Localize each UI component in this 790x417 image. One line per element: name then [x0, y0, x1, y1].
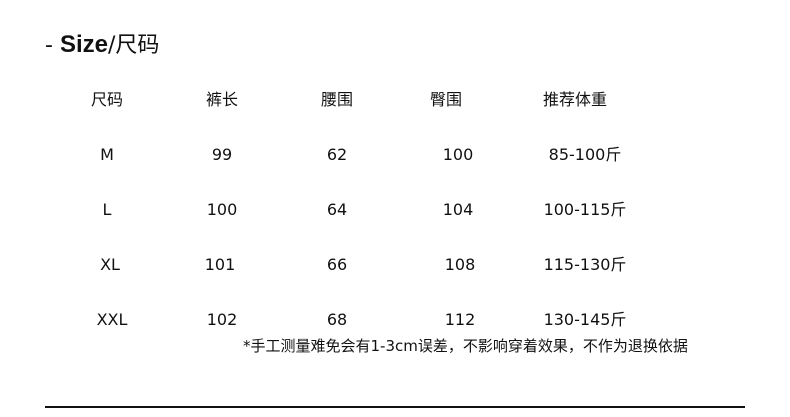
section-title: - Size/尺码 [45, 30, 159, 61]
measurement-note: *手工测量难免会有1-3cm误差，不影响穿着效果，不作为退换依据 [243, 337, 688, 355]
table-cell: L [102, 200, 112, 219]
table-cell: 68 [326, 310, 348, 329]
table-cell: 99 [211, 145, 233, 164]
table-cell: 130-145斤 [543, 310, 627, 329]
table-cell: 100 [442, 145, 474, 164]
table-cell: 102 [206, 310, 238, 329]
table-cell: 100-115斤 [543, 200, 627, 219]
table-cell: 112 [444, 310, 476, 329]
title-en: Size [59, 31, 108, 58]
column-header: 裤长 [205, 90, 239, 109]
table-cell: 85-100斤 [548, 145, 622, 164]
table-cell: 100 [206, 200, 238, 219]
divider [45, 406, 745, 408]
table-cell: M [100, 145, 114, 164]
column-header: 尺码 [90, 90, 124, 109]
table-cell: 101 [204, 255, 236, 274]
table-cell: 62 [326, 145, 348, 164]
title-prefix: - [45, 33, 60, 58]
table-cell: 108 [444, 255, 476, 274]
table-cell: XXL [96, 310, 128, 329]
table-cell: 104 [442, 200, 474, 219]
column-header: 腰围 [320, 90, 354, 109]
column-header: 推荐体重 [542, 90, 608, 109]
table-cell: 115-130斤 [543, 255, 627, 274]
title-cn: /尺码 [107, 33, 160, 58]
table-cell: XL [100, 255, 120, 274]
table-cell: 66 [326, 255, 348, 274]
table-cell: 64 [326, 200, 348, 219]
column-header: 臀围 [429, 90, 463, 109]
